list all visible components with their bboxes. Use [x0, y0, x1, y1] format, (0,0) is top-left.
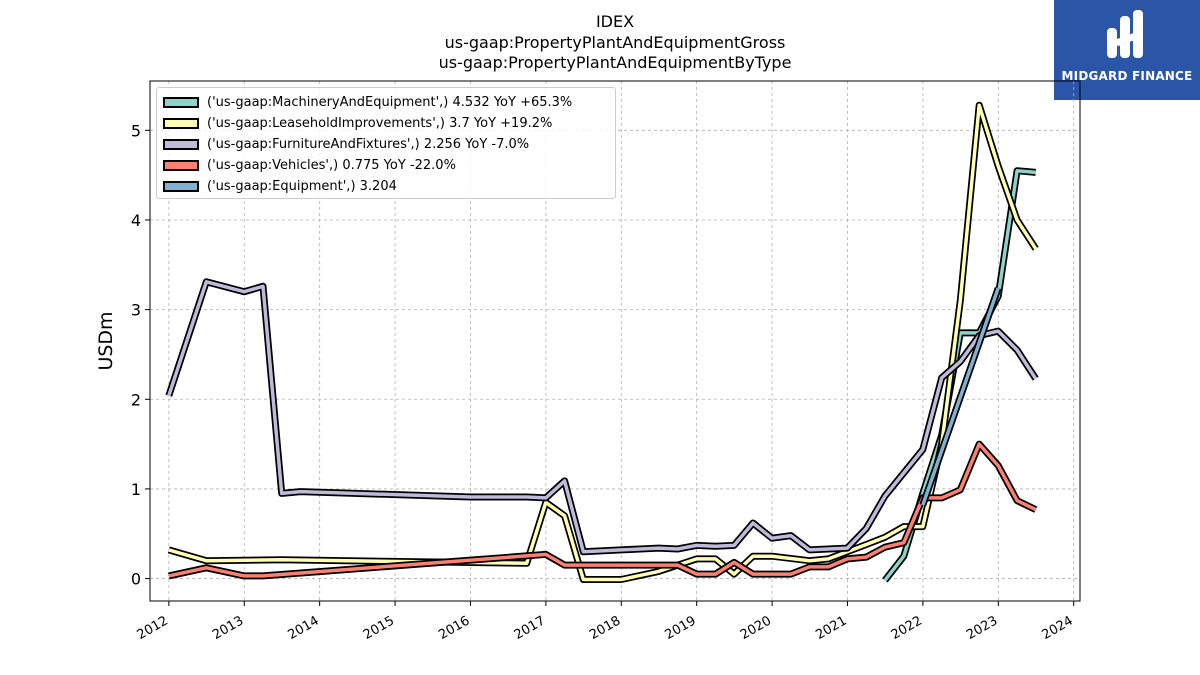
- chart-title-line: IDEX: [595, 12, 635, 31]
- y-tick-label: 2: [131, 390, 141, 409]
- y-tick-label: 1: [131, 480, 141, 499]
- series-stroke: [883, 168, 1036, 582]
- logo-text: MIDGARD FINANCE: [1061, 69, 1193, 83]
- x-tick-label: 2014: [286, 613, 322, 643]
- x-tick-label: 2017: [512, 613, 548, 643]
- legend-swatch: [163, 139, 199, 150]
- series-line-2: [165, 278, 1039, 556]
- x-tick-label: 2019: [663, 613, 699, 643]
- y-tick-label: 3: [131, 301, 141, 320]
- legend-swatch: [163, 97, 199, 108]
- y-axis-label: USDm: [95, 311, 117, 370]
- series-line-3: [168, 440, 1038, 580]
- series-outline: [882, 167, 1037, 583]
- legend-label: ('us-gaap:MachineryAndEquipment',) 4.532…: [207, 95, 573, 110]
- legend-label: ('us-gaap:Vehicles',) 0.775 YoY -22.0%: [207, 158, 456, 173]
- legend-label: ('us-gaap:LeaseholdImprovements',) 3.7 Y…: [207, 116, 553, 131]
- x-tick-label: 2021: [813, 613, 849, 643]
- legend-swatch: [163, 118, 199, 129]
- legend-item: ('us-gaap:MachineryAndEquipment',) 4.532…: [163, 92, 609, 113]
- x-tick-label: 2015: [361, 613, 397, 643]
- series-line-0: [882, 167, 1037, 583]
- legend-item: ('us-gaap:FurnitureAndFixtures',) 2.256 …: [163, 134, 609, 155]
- x-tick-label: 2020: [738, 613, 774, 643]
- x-tick-label: 2012: [135, 613, 171, 643]
- series-layer: [165, 101, 1039, 583]
- chart-subtitle-line: us-gaap:PropertyPlantAndEquipmentGross: [444, 33, 786, 52]
- x-tick-label: 2023: [964, 613, 1000, 643]
- midgard-finance-logo: MIDGARD FINANCE: [1054, 0, 1200, 100]
- x-tick-label: 2016: [436, 613, 472, 643]
- midgard-logo-icon: [1107, 10, 1143, 58]
- legend-item: ('us-gaap:LeaseholdImprovements',) 3.7 Y…: [163, 113, 609, 134]
- x-tick-label: 2022: [889, 613, 925, 643]
- chart-subtitle-line: us-gaap:PropertyPlantAndEquipmentByType: [438, 53, 792, 72]
- y-tick-label: 4: [131, 211, 141, 230]
- series-stroke: [168, 442, 1037, 578]
- x-tick-label: 2013: [210, 613, 246, 643]
- series-stroke: [167, 280, 1038, 554]
- y-tick-label: 0: [131, 570, 141, 589]
- series-stroke: [168, 103, 1038, 582]
- y-tick-label: 5: [131, 121, 141, 140]
- series-stroke: [921, 287, 1000, 506]
- x-tick-label: 2024: [1040, 613, 1076, 643]
- legend-swatch: [163, 181, 199, 192]
- legend: ('us-gaap:MachineryAndEquipment',) 4.532…: [156, 87, 616, 199]
- x-tick-label: 2018: [587, 613, 623, 643]
- series-outline: [165, 278, 1039, 556]
- legend-label: ('us-gaap:Equipment',) 3.204: [207, 179, 397, 194]
- legend-label: ('us-gaap:FurnitureAndFixtures',) 2.256 …: [207, 137, 530, 152]
- series-line-4: [919, 286, 1002, 507]
- series-line-1: [167, 101, 1039, 583]
- plot-frame: [149, 80, 1081, 602]
- legend-item: ('us-gaap:Vehicles',) 0.775 YoY -22.0%: [163, 155, 609, 176]
- legend-swatch: [163, 160, 199, 171]
- legend-item: ('us-gaap:Equipment',) 3.204: [163, 176, 609, 197]
